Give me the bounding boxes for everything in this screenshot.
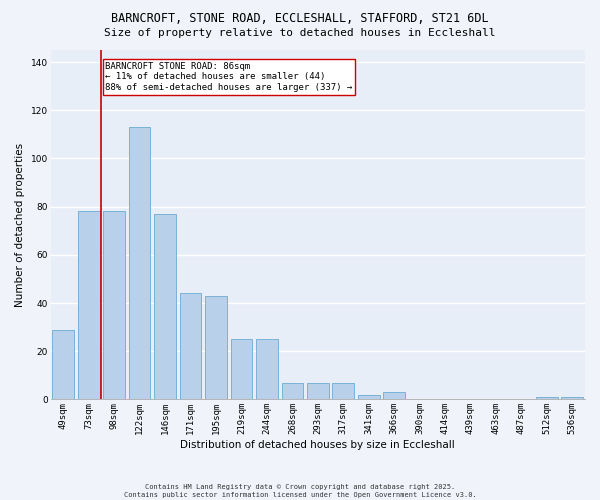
Bar	[383, 392, 405, 400]
Bar	[154, 214, 176, 400]
Bar	[307, 382, 329, 400]
Bar	[205, 296, 227, 400]
Bar	[129, 127, 151, 400]
Bar	[281, 382, 303, 400]
Text: Contains HM Land Registry data © Crown copyright and database right 2025.
Contai: Contains HM Land Registry data © Crown c…	[124, 484, 476, 498]
Bar	[332, 382, 354, 400]
Text: Size of property relative to detached houses in Eccleshall: Size of property relative to detached ho…	[104, 28, 496, 38]
Bar	[103, 212, 125, 400]
Bar	[256, 339, 278, 400]
Bar	[78, 212, 100, 400]
Bar	[52, 330, 74, 400]
Bar	[562, 397, 583, 400]
Bar	[536, 397, 557, 400]
Y-axis label: Number of detached properties: Number of detached properties	[15, 142, 25, 307]
Text: BARNCROFT, STONE ROAD, ECCLESHALL, STAFFORD, ST21 6DL: BARNCROFT, STONE ROAD, ECCLESHALL, STAFF…	[111, 12, 489, 26]
Bar	[230, 339, 252, 400]
X-axis label: Distribution of detached houses by size in Eccleshall: Distribution of detached houses by size …	[181, 440, 455, 450]
Text: BARNCROFT STONE ROAD: 86sqm
← 11% of detached houses are smaller (44)
88% of sem: BARNCROFT STONE ROAD: 86sqm ← 11% of det…	[105, 62, 353, 92]
Bar	[358, 394, 380, 400]
Bar	[180, 294, 202, 400]
